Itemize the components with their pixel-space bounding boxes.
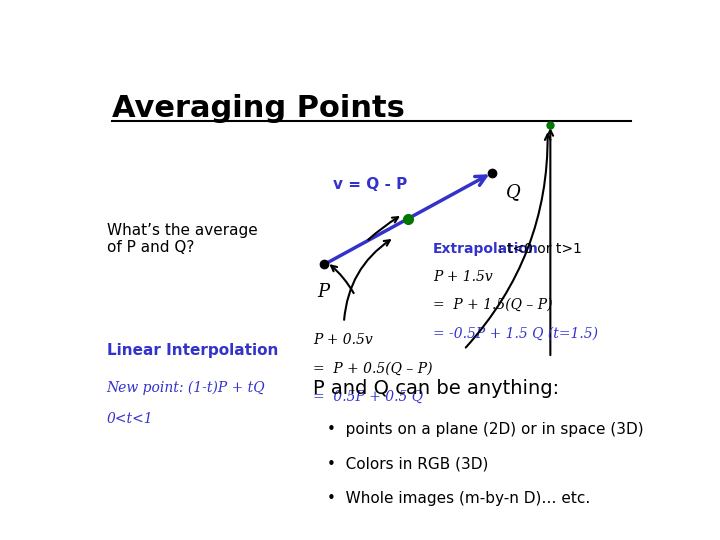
Text: P + 0.5v: P + 0.5v [313, 333, 373, 347]
Text: =  P + 1.5(Q – P): = P + 1.5(Q – P) [433, 298, 553, 312]
Text: 0<t<1: 0<t<1 [107, 412, 153, 426]
Text: : t<0 or t>1: : t<0 or t>1 [498, 241, 582, 255]
Text: P and Q can be anything:: P and Q can be anything: [313, 379, 559, 398]
Text: v = Q - P: v = Q - P [333, 177, 407, 192]
Text: Extrapolation: Extrapolation [433, 241, 539, 255]
Text: =  P + 0.5(Q – P): = P + 0.5(Q – P) [313, 361, 433, 375]
Text: P + 1.5v: P + 1.5v [433, 270, 493, 284]
Text: = -0.5P + 1.5 Q (t=1.5): = -0.5P + 1.5 Q (t=1.5) [433, 326, 598, 340]
Text: P: P [318, 283, 330, 301]
Text: •  Whole images (m-by-n D)… etc.: • Whole images (m-by-n D)… etc. [327, 490, 590, 505]
Text: =  0.5P + 0.5 Q: = 0.5P + 0.5 Q [313, 389, 423, 403]
Text: •  Colors in RGB (3D): • Colors in RGB (3D) [327, 456, 489, 471]
Text: •  points on a plane (2D) or in space (3D): • points on a plane (2D) or in space (3D… [327, 422, 644, 437]
Text: New point: (1-t)P + tQ: New point: (1-t)P + tQ [107, 381, 266, 395]
Text: Q: Q [505, 183, 521, 201]
Text: Linear Interpolation: Linear Interpolation [107, 343, 278, 359]
Text: Averaging Points: Averaging Points [112, 94, 405, 123]
Text: What’s the average
of P and Q?: What’s the average of P and Q? [107, 223, 258, 255]
